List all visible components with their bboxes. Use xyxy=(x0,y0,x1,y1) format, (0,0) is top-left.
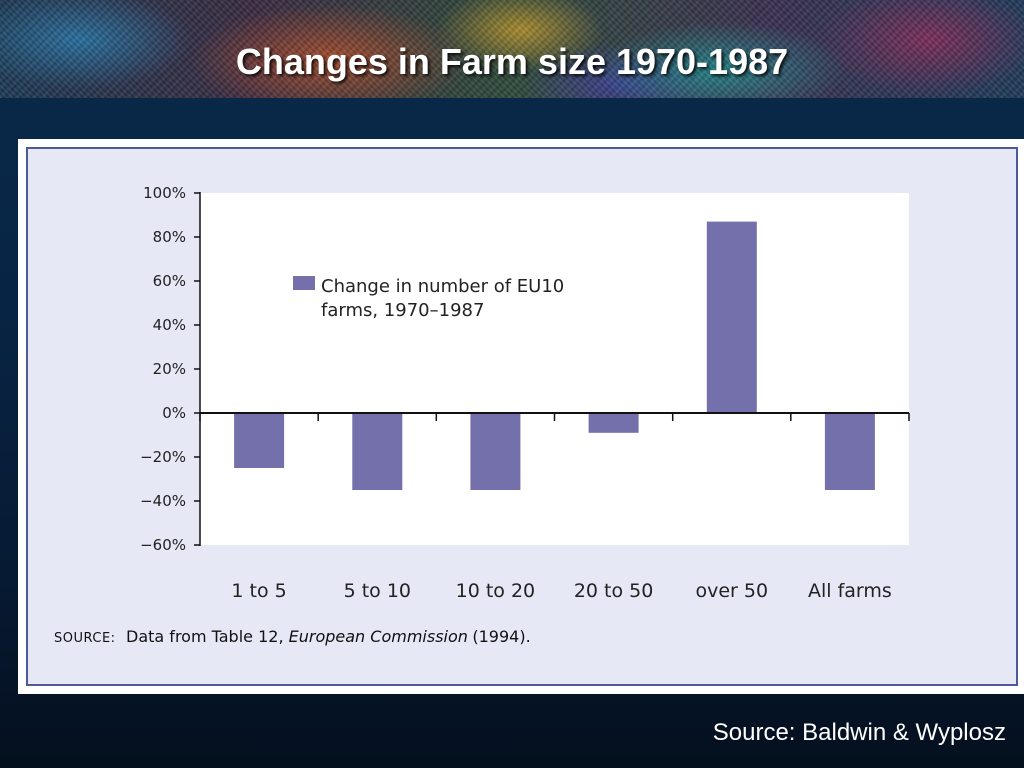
y-tick-label: 20% xyxy=(153,360,186,378)
figure-panel: 1 to 5 5 to 10 10 to 20 20 to 50 over 50 All … xyxy=(26,147,1018,686)
x-tick-label-1-to-5: 1 to 5 xyxy=(231,580,286,602)
y-tick-label: −60% xyxy=(140,536,186,554)
legend-label-line-1: Change in number of EU10 xyxy=(321,276,564,297)
bar-over-50 xyxy=(706,221,757,413)
y-tick-label: 80% xyxy=(153,228,186,246)
x-tick-label-10-to-20: 10 to 20 xyxy=(456,580,536,602)
y-tick-label: 100% xyxy=(143,184,186,202)
plot-area xyxy=(200,193,909,545)
source-note-suffix: (1994). xyxy=(472,627,530,646)
x-tick-label-5-to-10: 5 to 10 xyxy=(344,580,411,602)
source-note-italic: European Commission xyxy=(289,627,468,646)
x-tick-label-all-farms: All farms xyxy=(808,580,892,602)
y-tick-label: −40% xyxy=(140,492,186,510)
slide-title: Changes in Farm size 1970-1987 xyxy=(235,41,789,82)
legend: Change in number of EU10 farms, 1970–198… xyxy=(293,276,564,321)
bars-layer xyxy=(234,221,875,490)
source-note-label: SOURCE: xyxy=(54,631,116,646)
y-tick-label: 60% xyxy=(153,272,186,290)
bar-5-to-10 xyxy=(352,413,403,490)
bar-chart: 1 to 5 5 to 10 10 to 20 20 to 50 over 50 All … xyxy=(54,184,910,646)
source-note: SOURCE: Data from Table 12, European Com… xyxy=(54,627,531,646)
y-tick-label: −20% xyxy=(140,448,186,466)
x-tick-label-20-to-50: 20 to 50 xyxy=(574,580,654,602)
source-note-text: Data from Table 12, xyxy=(126,627,289,646)
legend-swatch xyxy=(293,276,315,290)
bar-20-to-50 xyxy=(588,413,639,433)
y-tick-label: 40% xyxy=(153,316,186,334)
header-banner xyxy=(0,0,1024,98)
bar-1-to-5 xyxy=(234,413,285,468)
slide-source: Source: Baldwin & Wyplosz xyxy=(712,719,1006,746)
bar-10-to-20 xyxy=(470,413,521,490)
y-tick-label: 0% xyxy=(162,404,186,422)
legend-label-line-2: farms, 1970–1987 xyxy=(321,300,484,321)
figure-frame: 1 to 5 5 to 10 10 to 20 20 to 50 over 50 All … xyxy=(18,139,1024,694)
bar-all-farms xyxy=(824,413,875,490)
banner-texture xyxy=(0,0,1024,98)
axes-layer: 1 to 5 5 to 10 10 to 20 20 to 50 over 50 All … xyxy=(140,184,910,602)
x-tick-label-over-50: over 50 xyxy=(696,580,769,602)
